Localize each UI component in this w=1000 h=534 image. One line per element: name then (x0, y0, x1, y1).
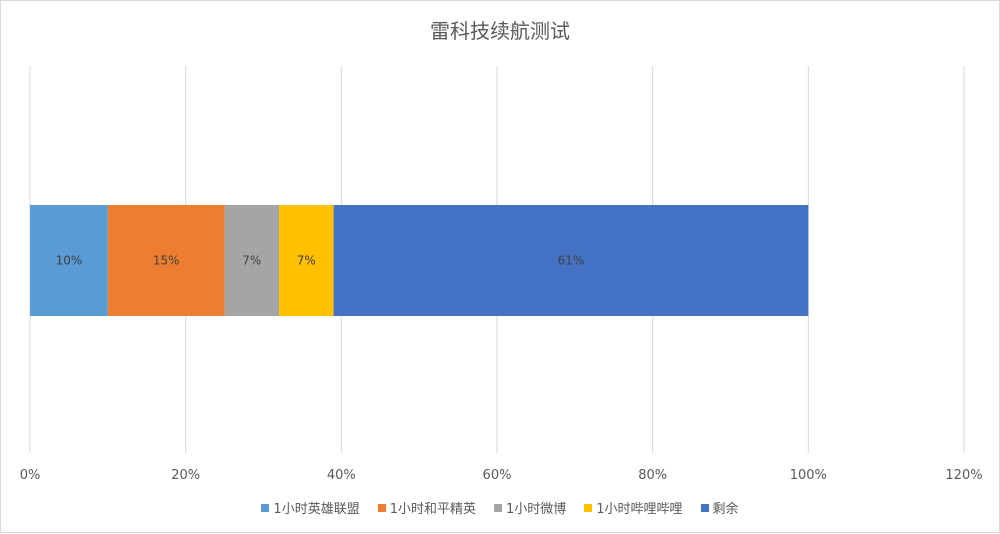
legend-swatch (377, 503, 386, 512)
data-label: 10% (56, 254, 83, 268)
x-tick-label: 100% (790, 468, 827, 483)
legend-label: 1小时哔哩哔哩 (596, 502, 683, 517)
legend-label: 1小时和平精英 (389, 502, 476, 517)
bar-segment (333, 205, 809, 316)
x-tick-label: 60% (483, 468, 512, 483)
bar-segment (279, 205, 334, 316)
legend-item: 剩余 (700, 498, 739, 517)
x-tick-label: 0% (20, 468, 41, 483)
legend-label: 1小时微博 (505, 502, 567, 517)
legend-item: 1小时哔哩哔哩 (584, 498, 683, 517)
legend-label: 1小时英雄联盟 (273, 502, 360, 517)
chart-title: 雷科技续航测试 (430, 19, 570, 43)
data-label: 15% (153, 254, 180, 268)
legend-label: 剩余 (712, 502, 739, 517)
data-label: 7% (297, 254, 316, 268)
data-label: 7% (242, 254, 261, 268)
legend-swatch (493, 503, 502, 512)
legend-item: 1小时英雄联盟 (261, 498, 360, 517)
x-tick-label: 120% (945, 468, 982, 483)
bar-segment (224, 205, 280, 316)
legend-swatch (584, 503, 593, 512)
bar-segment (30, 205, 108, 316)
legend-item: 1小时和平精英 (377, 498, 476, 517)
legend-swatch (700, 503, 709, 512)
bar-segment (107, 205, 225, 316)
chart-legend: 1小时英雄联盟 1小时和平精英 1小时微博 1小时哔哩哔哩 剩余 (1, 498, 999, 517)
x-tick-label: 20% (171, 468, 200, 483)
data-label: 61% (558, 254, 585, 268)
x-tick-label: 80% (638, 468, 667, 483)
x-tick-label: 40% (327, 468, 356, 483)
legend-item: 1小时微博 (493, 498, 567, 517)
legend-swatch (261, 503, 270, 512)
